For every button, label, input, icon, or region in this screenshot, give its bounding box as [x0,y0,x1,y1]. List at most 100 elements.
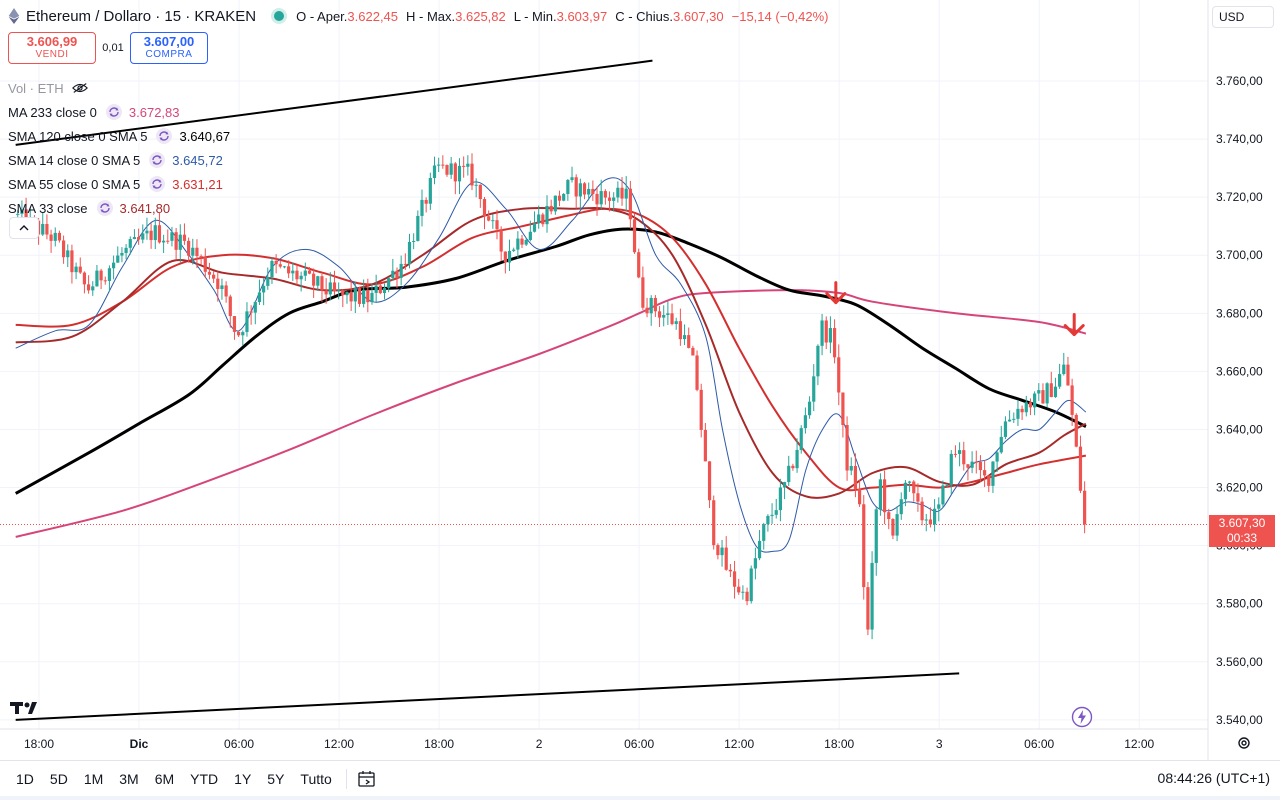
candle-body [645,307,649,314]
candle-body [799,428,803,450]
candle-body [828,328,833,343]
gear-icon[interactable] [1236,735,1252,751]
candle-body [599,191,603,205]
indicator-value: 3.640,67 [179,128,231,144]
last-price-tag: 3.607,30 00:33 [1209,515,1275,547]
indicator-ma233[interactable]: MA 233 close 0 3.672,83 [8,100,230,124]
candle-body [774,510,778,515]
candle-body [703,429,707,462]
price-tick-label: 3.760,00 [1216,74,1263,88]
candle-body [178,234,182,250]
time-axis[interactable]: 18:00 Dic 06:00 12:00 18:00 2 06:00 12:00 18:00 3… [24,737,1155,751]
range-6m[interactable]: 6M [154,771,175,787]
indicator-sma14[interactable]: SMA 14 close 0 SMA 5 3.645,72 [8,148,230,172]
arrow-down-icon[interactable] [1063,313,1085,337]
candle-body [295,270,299,280]
candle-body [303,270,307,276]
candle-body [195,247,199,257]
time-tick-label: Dic [130,737,149,751]
volume-indicator[interactable]: Vol · ETH [8,76,230,100]
candle-body [707,461,712,501]
sell-button[interactable]: 3.606,99 VENDI [8,32,96,64]
candle-body [391,270,395,279]
candle-body [287,266,291,274]
candle-body [45,223,49,235]
range-all[interactable]: Tutto [300,771,332,787]
range-5y[interactable]: 5Y [267,771,285,787]
candle-body [141,233,145,240]
arrow-down-icon[interactable] [825,281,847,305]
candle-body [812,376,816,402]
sync-icon[interactable] [148,151,166,169]
candle-body [449,163,453,175]
tradingview-logo[interactable] [10,700,44,716]
candle-body [507,250,512,263]
candle-body [99,270,103,281]
buy-price: 3.607,00 [143,34,195,49]
range-3m[interactable]: 3M [119,771,139,787]
candle-body [657,311,662,318]
candle-body [570,177,574,181]
lower-trendline[interactable] [15,672,960,721]
time-tick-label: 18:00 [424,737,454,751]
sync-icon[interactable] [155,127,173,145]
indicator-name: SMA 120 close 0 SMA 5 [8,128,148,144]
indicator-name: SMA 55 close 0 SMA 5 [8,176,141,192]
candle-body [587,188,591,195]
candle-body [466,163,470,167]
candle-body [995,452,999,462]
range-ytd[interactable]: YTD [190,771,219,787]
toolbar-divider [345,769,347,789]
range-1m[interactable]: 1M [83,771,104,787]
candle-body [549,205,553,212]
candle-body [1049,383,1053,398]
eye-off-icon[interactable] [71,82,88,94]
candle-body [237,331,241,336]
candle-body [241,332,245,336]
currency-selector[interactable]: USD [1212,6,1274,28]
indicator-sma55[interactable]: SMA 55 close 0 SMA 5 3.631,21 [8,172,230,196]
candle-body [837,357,841,393]
range-5d[interactable]: 5D [49,771,68,787]
candle-body [1083,490,1087,525]
calendar-range-icon[interactable] [357,770,377,788]
range-1d[interactable]: 1D [16,771,34,787]
range-1y[interactable]: 1Y [234,771,252,787]
candle-body [470,163,474,186]
candle-body [366,289,370,303]
candle-body [624,188,628,199]
candle-body [670,313,674,325]
price-axis[interactable]: 3.760,00 3.740,00 3.720,00 3.700,00 3.680,00… [1216,74,1263,727]
sync-icon[interactable] [105,103,123,121]
indicator-sma120[interactable]: SMA 120 close 0 SMA 5 3.640,67 [8,124,230,148]
sync-icon[interactable] [96,199,114,217]
candle-body [941,485,945,505]
currency-label: USD [1219,10,1245,24]
price-tick-label: 3.680,00 [1216,306,1263,320]
collapse-legend-button[interactable] [9,217,39,239]
buy-button[interactable]: 3.607,00 COMPRA [130,32,208,64]
candle-body [349,291,353,302]
candle-body [345,291,349,296]
open-value: 3.622,45 [347,8,399,24]
clock-timezone[interactable]: 08:44:26 (UTC+1) [1157,770,1270,786]
volume-label: Vol · ETH [8,80,64,96]
candle-body [153,225,157,241]
candle-body [607,197,612,201]
indicator-sma33[interactable]: SMA 33 close 3.641,80 [8,196,230,220]
candle-body [603,191,607,198]
price-tick-label: 3.700,00 [1216,248,1263,262]
upper-trendline[interactable] [15,59,653,146]
flash-icon[interactable] [1071,706,1093,728]
candle-body [91,286,95,291]
candle-body [816,345,820,377]
candle-body [562,193,566,201]
candle-body [307,270,312,274]
candle-body [224,285,228,297]
candle-body [841,392,845,425]
symbol-title[interactable]: Ethereum / Dollaro · 15 · KRAKEN [26,7,257,25]
sync-icon[interactable] [148,175,166,193]
candle-body [857,488,862,505]
candle-body [1070,385,1074,415]
